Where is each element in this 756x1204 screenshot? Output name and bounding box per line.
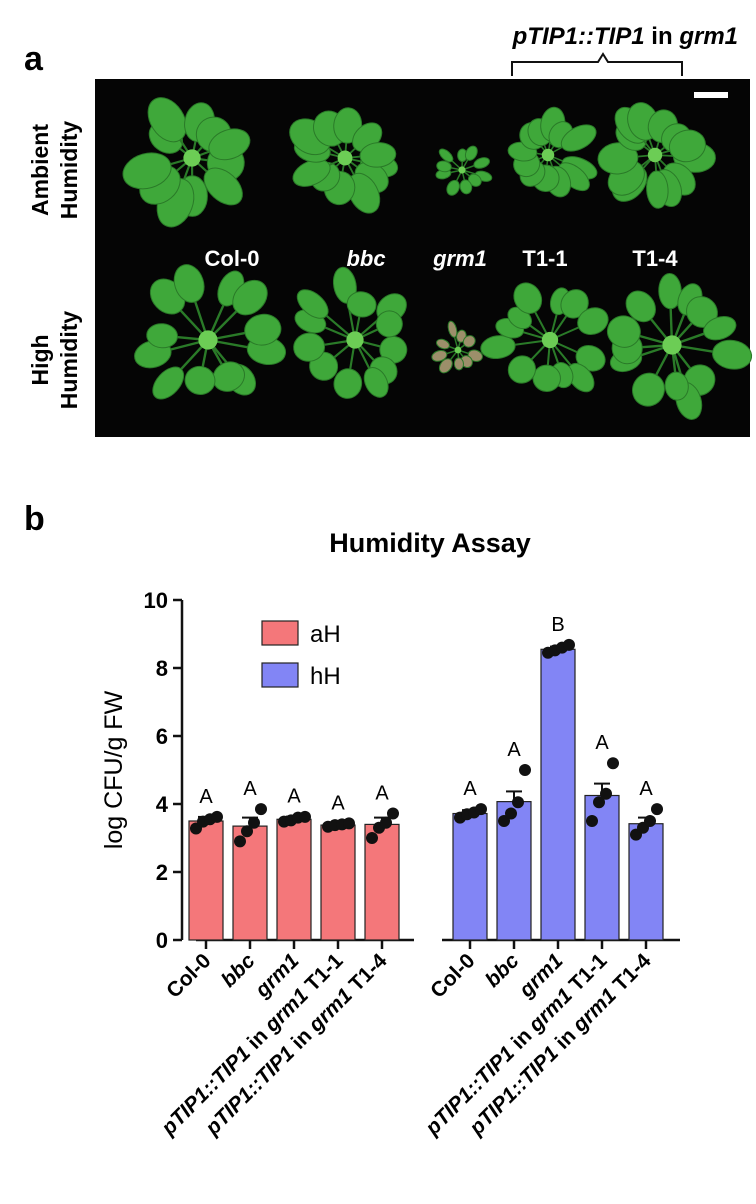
y-tick-label: 4: [156, 792, 169, 817]
y-tick-label: 8: [156, 656, 168, 681]
rosette-center: [346, 331, 363, 348]
data-point: [211, 811, 223, 823]
y-tick-label: 6: [156, 724, 168, 749]
data-point: [299, 811, 311, 823]
rosette-center: [338, 151, 353, 166]
x-tick-label: Col-0: [426, 949, 479, 1002]
row-label-line2: Humidity: [56, 121, 82, 220]
scale-bar: [694, 92, 728, 98]
data-point: [505, 808, 517, 820]
data-point: [600, 788, 612, 800]
leaf-blade: [454, 358, 464, 371]
rosette-center: [458, 166, 465, 173]
bar: [321, 825, 355, 940]
rosette-center: [662, 335, 681, 354]
y-tick-label: 0: [156, 928, 168, 953]
data-point: [644, 815, 656, 827]
legend-swatch: [262, 621, 298, 645]
significance-letter: A: [287, 786, 301, 808]
bar: [189, 821, 223, 940]
x-tick-label-line: T1-4: [605, 949, 656, 1000]
rosette-center: [542, 332, 558, 348]
data-point: [387, 808, 399, 820]
construct-prefix: pTIP1::TIP1: [512, 23, 645, 50]
rosette-center: [455, 347, 462, 354]
data-point: [586, 815, 598, 827]
significance-letter: A: [243, 778, 257, 800]
bar: [629, 824, 663, 940]
construct-bracket: [512, 54, 682, 76]
significance-letter: B: [551, 614, 564, 636]
significance-letter: A: [199, 786, 213, 808]
data-point: [563, 639, 575, 651]
data-point: [234, 835, 246, 847]
data-point: [366, 832, 378, 844]
significance-letter: A: [595, 732, 609, 754]
x-tick-label-text: Col-0: [426, 949, 479, 1002]
x-tick-label: Col-0: [162, 949, 215, 1002]
rosette-center: [183, 149, 200, 166]
data-point: [475, 803, 487, 815]
data-point: [607, 757, 619, 769]
panel-b: b Humidity Assay log CFU/g FW 0 2 4 6 8 10 A Co…: [24, 500, 680, 1140]
data-point: [519, 764, 531, 776]
significance-letter: A: [375, 783, 389, 805]
x-tick-label-text: Col-0: [162, 949, 215, 1002]
construct-in: in: [645, 23, 680, 50]
rosette-center: [542, 149, 554, 161]
construct-annotation: pTIP1::TIP1 in grm1: [512, 23, 738, 50]
genotype-label: T1-4: [632, 246, 678, 271]
bar: [277, 819, 311, 940]
rosette-center: [648, 148, 662, 162]
genotype-label: bbc: [346, 246, 385, 271]
significance-letter: A: [507, 739, 521, 761]
data-point: [343, 817, 355, 829]
panel-a-label: a: [24, 40, 44, 78]
legend-label: hH: [310, 663, 341, 690]
y-tick-label: 10: [144, 588, 168, 613]
construct-host: grm1: [678, 23, 738, 50]
significance-letter: A: [463, 778, 477, 800]
x-tick-label-line: T1-4: [341, 949, 392, 1000]
genotype-label: grm1: [432, 246, 487, 271]
data-point: [512, 796, 524, 808]
chart-title: Humidity Assay: [329, 528, 531, 558]
data-point: [255, 803, 267, 815]
significance-letter: A: [331, 792, 345, 814]
legend-swatch: [262, 663, 298, 687]
y-tick-label: 2: [156, 860, 168, 885]
panel-b-label: b: [24, 500, 45, 538]
legend-label: aH: [310, 621, 341, 648]
data-point: [248, 817, 260, 829]
row-label-line2: Humidity: [56, 311, 82, 410]
y-axis-label: log CFU/g FW: [100, 690, 128, 849]
significance-letter: A: [639, 778, 653, 800]
bar: [453, 814, 487, 940]
data-point: [651, 803, 663, 815]
genotype-label: T1-1: [522, 246, 567, 271]
row-label-line1: High: [27, 334, 53, 385]
bar: [541, 649, 575, 940]
genotype-label: Col-0: [205, 246, 260, 271]
rosette-center: [198, 330, 217, 349]
row-label-line1: Ambient: [27, 124, 53, 216]
